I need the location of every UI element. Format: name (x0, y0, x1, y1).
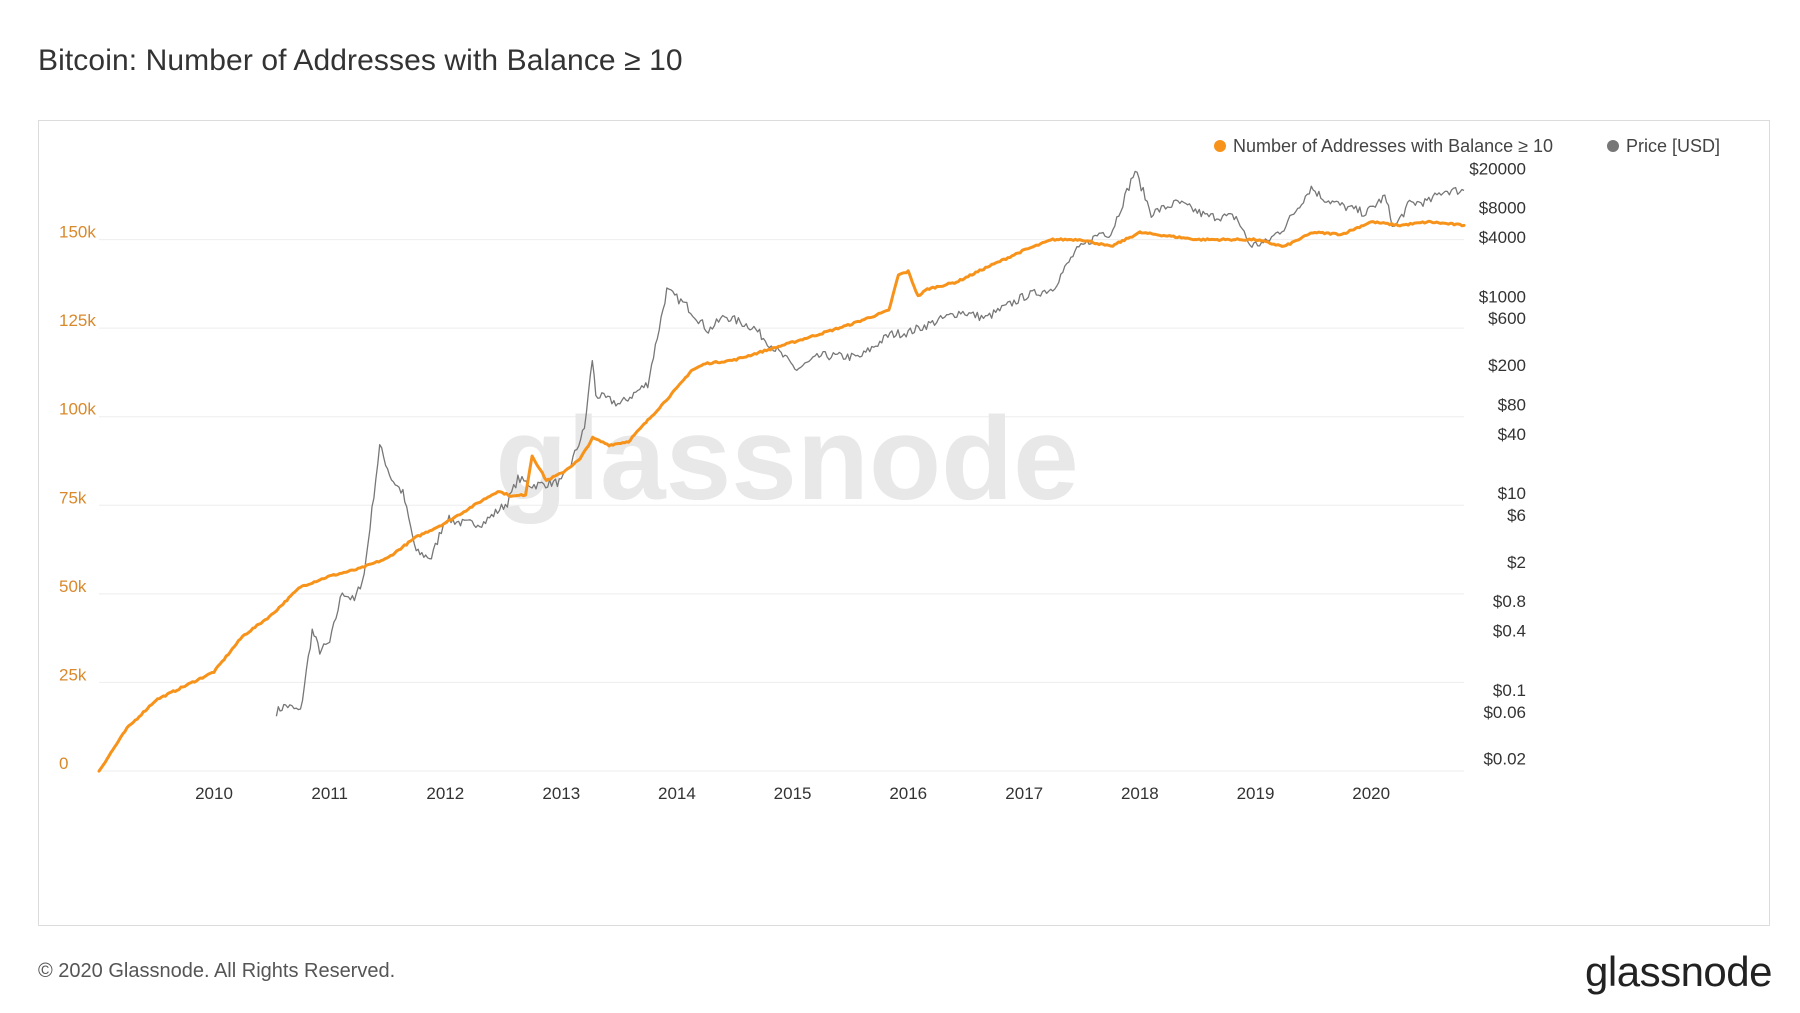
glassnode-logo: glassnode (1585, 948, 1772, 995)
legend-marker-price[interactable] (1607, 140, 1619, 152)
chart-panel: glassnode 0 25k 50k 75k 100k 125k 150k $0.02 $0… (38, 120, 1770, 926)
right-tick-label: $0.1 (1493, 681, 1526, 700)
right-tick-label: $0.8 (1493, 592, 1526, 611)
legend-label-addresses[interactable]: Number of Addresses with Balance ≥ 10 (1233, 136, 1553, 156)
right-tick-label: $0.02 (1483, 750, 1526, 769)
watermark: glassnode (495, 393, 1079, 525)
left-tick-label: 75k (59, 488, 87, 507)
x-tick-label: 2016 (889, 784, 927, 803)
right-tick-label: $200 (1488, 356, 1526, 375)
left-tick-label: 0 (59, 754, 68, 773)
gridlines (99, 239, 1464, 772)
right-tick-label: $40 (1498, 425, 1526, 444)
left-tick-label: 25k (59, 665, 87, 684)
right-tick-label: $0.4 (1493, 622, 1526, 641)
x-tick-label: 2019 (1237, 784, 1275, 803)
left-tick-label: 150k (59, 223, 96, 242)
right-tick-label: $1000 (1479, 287, 1526, 306)
right-tick-label: $600 (1488, 309, 1526, 328)
x-tick-label: 2018 (1121, 784, 1159, 803)
copyright-footer: © 2020 Glassnode. All Rights Reserved. (38, 960, 396, 982)
addresses-series-line (97, 219, 1466, 773)
right-tick-label: $2 (1507, 553, 1526, 572)
x-tick-label: 2015 (774, 784, 812, 803)
left-tick-label: 125k (59, 311, 96, 330)
right-tick-label: $8000 (1479, 198, 1526, 217)
x-tick-label: 2020 (1352, 784, 1390, 803)
left-tick-label: 50k (59, 577, 87, 596)
page-title: Bitcoin: Number of Addresses with Balanc… (38, 44, 683, 77)
x-tick-label: 2010 (195, 784, 233, 803)
legend-marker-addresses[interactable] (1214, 140, 1226, 152)
series-layer (97, 170, 1466, 773)
right-tick-label: $20000 (1469, 159, 1526, 178)
right-axis-ticks: $0.02 $0.06 $0.1 $0.4 $0.8 $2 $6 $10 $40 $80 $200 $… (1469, 159, 1526, 768)
right-tick-label: $80 (1498, 395, 1526, 414)
left-axis-ticks: 0 25k 50k 75k 100k 125k 150k (59, 223, 96, 773)
x-axis-ticks: 2010 2011 2012 2013 2014 2015 2016 2017 2018 2019… (195, 784, 1390, 803)
right-tick-label: $10 (1498, 484, 1526, 503)
x-tick-label: 2011 (311, 784, 348, 803)
legend-label-price[interactable]: Price [USD] (1626, 136, 1720, 156)
right-tick-label: $4000 (1479, 228, 1526, 247)
right-tick-label: $6 (1507, 506, 1526, 525)
right-tick-label: $0.06 (1483, 703, 1526, 722)
x-tick-label: 2013 (542, 784, 580, 803)
x-tick-label: 2014 (658, 784, 696, 803)
left-tick-label: 100k (59, 400, 96, 419)
x-tick-label: 2012 (426, 784, 464, 803)
legend: Number of Addresses with Balance ≥ 10 Pr… (1214, 136, 1720, 156)
x-tick-label: 2017 (1005, 784, 1043, 803)
